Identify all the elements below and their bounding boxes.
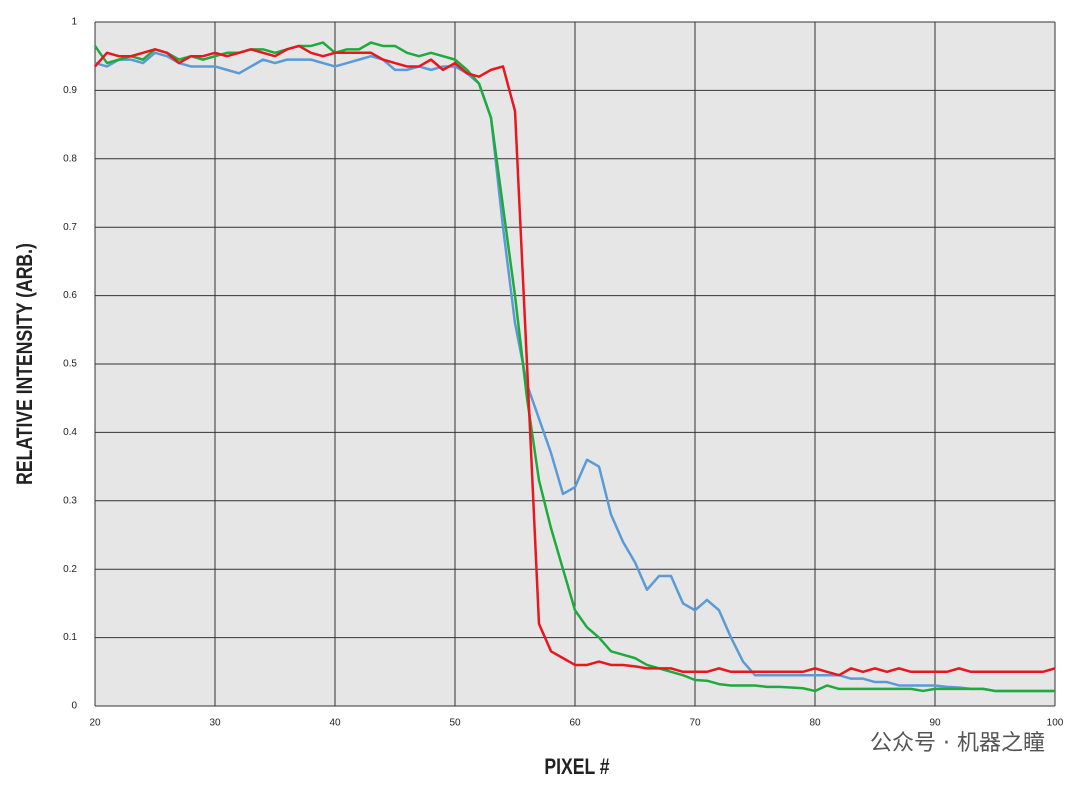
y-tick-label: 0.2 bbox=[63, 564, 77, 575]
y-tick-label: 0.1 bbox=[63, 632, 77, 643]
y-tick-label: 0.3 bbox=[63, 495, 77, 506]
x-tick-label: 90 bbox=[929, 718, 941, 729]
x-tick-label: 50 bbox=[449, 718, 461, 729]
x-tick-label: 20 bbox=[89, 718, 101, 729]
x-tick-label: 100 bbox=[1047, 718, 1064, 729]
data-line bbox=[94, 51, 1055, 693]
y-tick-label: 0.5 bbox=[63, 359, 77, 370]
x-tick-label: 80 bbox=[809, 718, 821, 729]
x-tick-label: 70 bbox=[689, 718, 701, 729]
y-tick-label: 0.4 bbox=[63, 427, 77, 438]
y-tick-label: 0 bbox=[71, 701, 77, 712]
y-tick-label: 0.9 bbox=[63, 85, 77, 96]
y-tick-label: 0.7 bbox=[63, 222, 77, 233]
y-tick-label: 1 bbox=[71, 17, 77, 28]
watermark: 公众号 · 机器之瞳 bbox=[870, 731, 1045, 756]
x-tick-label: 40 bbox=[329, 718, 341, 729]
y-tick-label: 0.8 bbox=[63, 153, 77, 164]
x-tick-label: 60 bbox=[569, 718, 581, 729]
x-tick-label: 30 bbox=[209, 718, 221, 729]
y-axis-title: RELATIVE INTENSITY (ARB.) bbox=[13, 243, 37, 485]
y-tick-label: 0.6 bbox=[63, 290, 77, 301]
data-line bbox=[94, 44, 1056, 677]
x-axis-title: PIXEL # bbox=[544, 755, 609, 779]
